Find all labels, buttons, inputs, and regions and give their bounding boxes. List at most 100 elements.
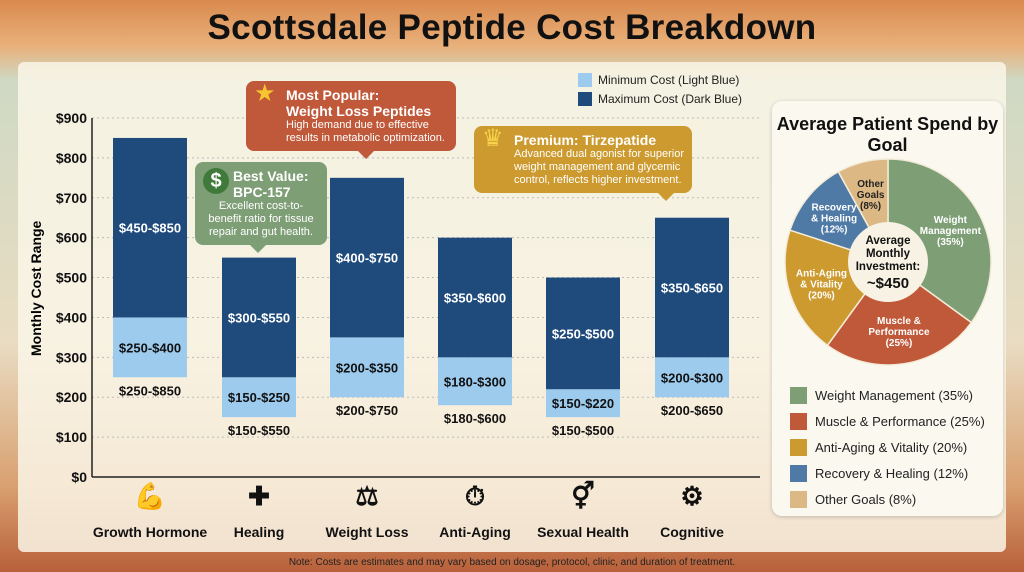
scale-icon: ⚖ [355, 481, 378, 511]
x-category-label: Weight Loss [326, 524, 409, 540]
range-label: $180-$600 [444, 411, 506, 426]
y-tick-label: $200 [56, 389, 87, 405]
callout-title: Most Popular: [286, 87, 380, 103]
y-tick-label: $500 [56, 270, 87, 286]
x-category-label: Sexual Health [537, 524, 629, 540]
callout-text: Excellent cost-to-benefit ratio for tiss… [208, 200, 314, 238]
min-segment-label: $200-$350 [336, 360, 398, 375]
pie-center-text: ~$450 [867, 275, 909, 292]
legend-label: Recovery & Healing (12%) [815, 466, 969, 481]
legend-label: Other Goals (8%) [815, 492, 917, 507]
callout-best-value: $ Best Value: BPC-157 Excellent cost-to-… [195, 162, 327, 253]
y-tick-label: $400 [56, 309, 87, 325]
bar-min-segment [113, 317, 187, 378]
pie-title: Average Patient Spend by Goal [776, 114, 999, 155]
bar-max-segment [113, 137, 187, 318]
pie-slice [887, 158, 992, 324]
legend-swatch [790, 413, 807, 430]
star-icon: ★ [254, 80, 276, 107]
legend-max: Maximum Cost (Dark Blue) [578, 92, 742, 106]
min-segment-label: $150-$250 [228, 390, 290, 405]
legend-swatch [578, 92, 592, 106]
pie-slice-label: Goals [857, 190, 885, 201]
legend-swatch [790, 491, 807, 508]
brain-gear-icon: ⚙ [680, 481, 703, 511]
y-axis-label: Monthly Cost Range [28, 220, 44, 356]
range-label: $250-$850 [119, 383, 181, 398]
x-category-label: Cognitive [660, 524, 724, 540]
pie-slice-label: Anti-Aging [796, 269, 847, 280]
legend-swatch [790, 465, 807, 482]
crown-icon: ♛ [482, 125, 504, 152]
max-segment-label: $300-$550 [228, 310, 290, 325]
pie-legend-item: Other Goals (8%) [790, 491, 916, 508]
x-category-label: Anti-Aging [439, 524, 511, 540]
callout-text: Advanced dual agonist for superior weigh… [514, 148, 684, 186]
bandage-icon: ✚ [248, 481, 270, 511]
range-label: $200-$750 [336, 403, 398, 418]
bar-min-segment [655, 357, 729, 398]
legend-label: Weight Management (35%) [815, 388, 974, 403]
pie-slice-label: Recovery [812, 202, 857, 213]
x-category-label: Healing [234, 524, 285, 540]
pie-slice-label: & Vitality [800, 280, 843, 291]
pie-slice-label: (12%) [821, 224, 848, 235]
callout-title: Weight Loss Peptides [286, 103, 432, 119]
legend-label: Anti-Aging & Vitality (20%) [815, 440, 968, 455]
legend-min: Minimum Cost (Light Blue) [578, 73, 739, 87]
pie-center [848, 222, 928, 302]
pie-legend-item: Weight Management (35%) [790, 387, 973, 404]
legend-label: Maximum Cost (Dark Blue) [598, 92, 743, 106]
y-tick-label: $100 [56, 429, 87, 445]
max-segment-label: $400-$750 [336, 251, 398, 266]
max-segment-label: $450-$850 [119, 221, 181, 236]
pie-slice-label: Other [857, 179, 884, 190]
pie-center-text: Monthly [866, 248, 911, 260]
legend-swatch [578, 73, 592, 87]
muscle-arm-icon: 💪 [134, 481, 166, 511]
pie-slice-label: Performance [868, 327, 930, 338]
stopwatch-icon: ⏱ [465, 481, 485, 511]
range-label: $150-$500 [552, 423, 614, 438]
pie-legend-item: Recovery & Healing (12%) [790, 465, 968, 482]
pie-slice-label: (25%) [886, 338, 913, 349]
range-label: $150-$550 [228, 423, 290, 438]
page-title: Scottsdale Peptide Cost Breakdown [207, 8, 817, 47]
x-category-label: Growth Hormone [93, 524, 208, 540]
pie-center-text: Average [866, 235, 911, 247]
callout-text: High demand due to effective results in … [286, 119, 445, 144]
max-segment-label: $350-$600 [444, 291, 506, 306]
bar-min-segment [330, 337, 404, 398]
legend-swatch [790, 387, 807, 404]
pie-slice-label: Muscle & [877, 316, 921, 327]
footnote: Note: Costs are estimates and may vary b… [288, 557, 736, 568]
callout-title: Best Value: [233, 168, 309, 184]
pie-slice [826, 260, 973, 366]
gender-symbols-icon: ⚥ [571, 480, 594, 511]
dollar-icon: $ [203, 168, 229, 194]
max-segment-label: $350-$650 [661, 281, 723, 296]
bar-max-segment [546, 277, 620, 390]
min-segment-label: $200-$300 [661, 370, 723, 385]
pie-slice-label: & Healing [811, 213, 857, 224]
legend-swatch [790, 439, 807, 456]
y-tick-label: $900 [56, 110, 87, 126]
pie-center-text: Investment: [856, 261, 921, 273]
callout-title: Premium: Tirzepatide [514, 132, 657, 148]
bar-max-segment [222, 257, 296, 378]
bar-max-segment [330, 177, 404, 338]
pie-slice-label: (8%) [860, 201, 881, 212]
y-tick-label: $600 [56, 230, 87, 246]
y-tick-label: $800 [56, 150, 87, 166]
pie-slice-label: (35%) [937, 237, 964, 248]
pie-slice-label: Management [920, 226, 982, 237]
y-tick-label: $300 [56, 349, 87, 365]
callout-premium: ♛ Premium: Tirzepatide Advanced dual ago… [474, 125, 692, 201]
y-tick-label: $0 [71, 469, 87, 485]
bar-min-segment [546, 389, 620, 418]
callout-title: BPC-157 [233, 184, 291, 200]
min-segment-label: $250-$400 [119, 340, 181, 355]
pie-legend-item: Muscle & Performance (25%) [790, 413, 985, 430]
